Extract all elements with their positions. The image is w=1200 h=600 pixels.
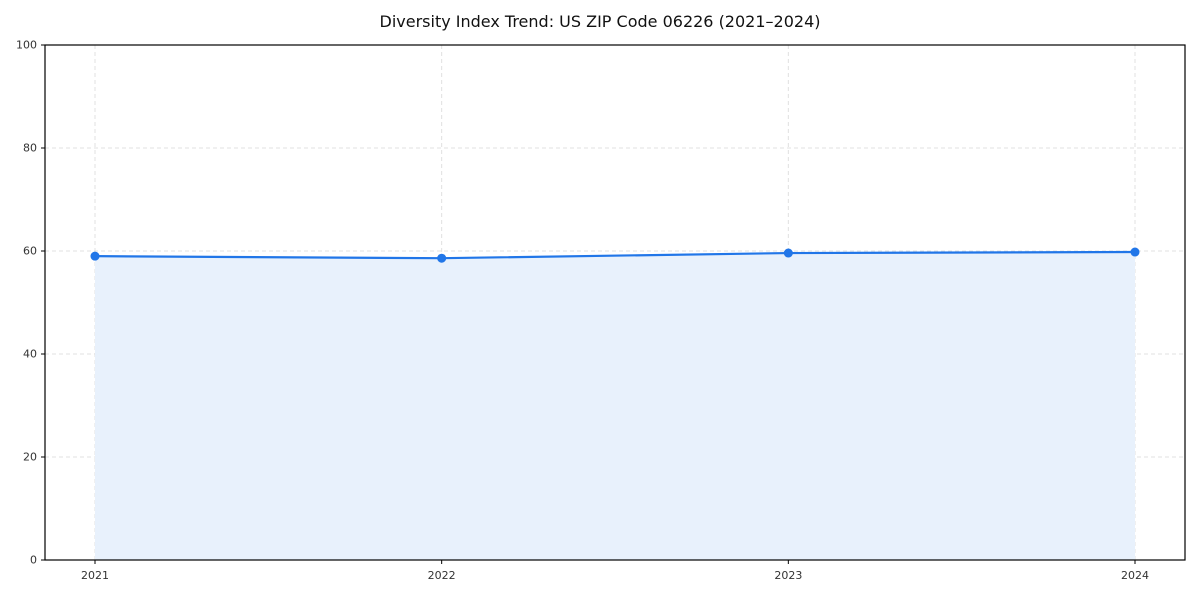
x-tick-label: 2023	[774, 569, 802, 582]
x-tick-label: 2021	[81, 569, 109, 582]
x-tick-label: 2022	[428, 569, 456, 582]
y-tick-label: 0	[30, 554, 37, 567]
data-point	[437, 253, 447, 263]
y-tick-label: 80	[23, 142, 37, 155]
y-tick-label: 40	[23, 348, 37, 361]
y-tick-label: 20	[23, 451, 37, 464]
data-point	[90, 251, 100, 261]
x-tick-label: 2024	[1121, 569, 1149, 582]
y-tick-label: 60	[23, 245, 37, 258]
area-fill	[95, 252, 1135, 560]
plot-frame	[44, 44, 1186, 561]
data-point	[783, 248, 793, 258]
trend-line	[93, 250, 1137, 260]
y-tick-label: 100	[16, 39, 37, 52]
chart-title: Diversity Index Trend: US ZIP Code 06226…	[379, 12, 821, 31]
data-point	[1130, 247, 1140, 257]
